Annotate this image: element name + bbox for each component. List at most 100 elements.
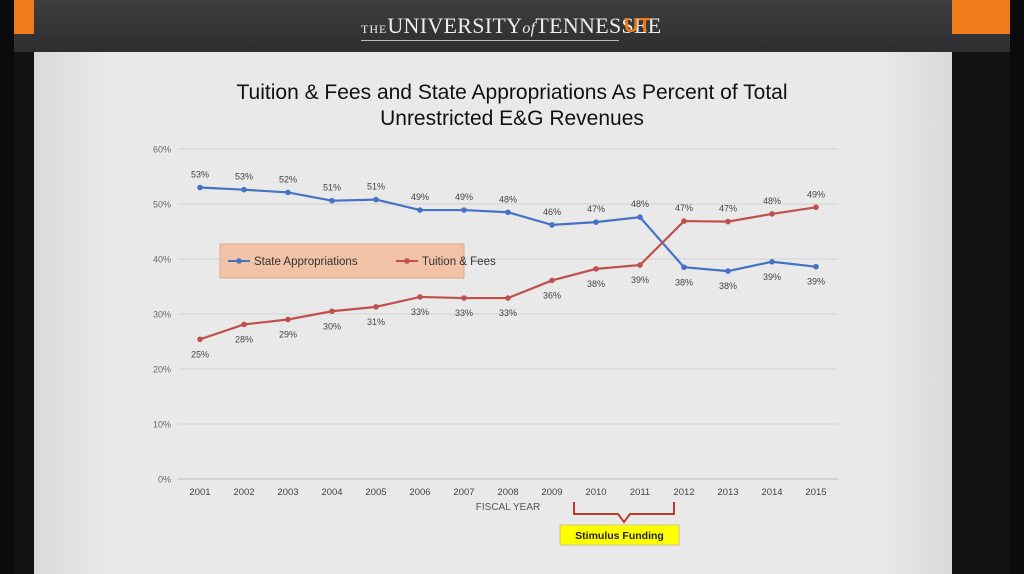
data-point <box>637 214 643 220</box>
data-point <box>549 222 555 228</box>
data-point <box>329 308 335 315</box>
data-point <box>505 209 511 216</box>
data-label: 39% <box>631 275 649 285</box>
x-tick-label: 2013 <box>717 487 738 498</box>
x-tick-label: 2002 <box>233 487 254 498</box>
legend-entry: Tuition & Fees <box>422 256 496 268</box>
data-point <box>285 316 291 323</box>
data-point <box>461 207 467 213</box>
x-tick-label: 2003 <box>277 487 298 498</box>
data-point <box>681 264 687 271</box>
data-label: 49% <box>411 192 429 202</box>
data-label: 33% <box>499 308 517 318</box>
data-point <box>285 189 291 196</box>
chart-title: Tuition & Fees and State Appropriations … <box>0 80 1024 132</box>
left-screen-edge <box>0 0 14 574</box>
orange-accent-left <box>14 0 34 34</box>
data-label: 25% <box>191 349 209 359</box>
data-label: 38% <box>675 277 693 287</box>
data-label: 48% <box>499 194 517 204</box>
data-label: 31% <box>367 317 385 327</box>
data-label: 51% <box>323 183 341 193</box>
data-label: 33% <box>455 308 473 318</box>
data-label: 53% <box>191 170 209 180</box>
data-label: 53% <box>235 172 253 182</box>
data-label: 47% <box>587 204 605 214</box>
x-tick-label: 2006 <box>409 487 430 498</box>
x-tick-label: 2009 <box>541 487 562 498</box>
data-label: 36% <box>543 290 561 300</box>
y-tick-label: 0% <box>158 475 171 485</box>
data-point <box>593 219 599 225</box>
data-label: 33% <box>411 307 429 317</box>
x-tick-label: 2008 <box>497 487 518 498</box>
data-point <box>505 295 511 301</box>
data-point <box>769 211 775 217</box>
data-point <box>197 184 203 191</box>
stimulus-label: Stimulus Funding <box>575 530 664 542</box>
data-label: 39% <box>807 277 825 287</box>
legend-swatch-marker <box>236 258 242 264</box>
x-tick-label: 2004 <box>321 487 342 498</box>
data-point <box>681 218 687 224</box>
data-label: 48% <box>631 199 649 209</box>
university-wordmark: THEUNIVERSITYofTENNESSEE <box>361 13 662 38</box>
orange-accent-right <box>952 0 1010 34</box>
y-tick-label: 60% <box>153 145 171 155</box>
data-point <box>549 277 555 284</box>
data-label: 38% <box>587 279 605 289</box>
x-tick-label: 2001 <box>189 487 210 498</box>
chart-title-line-2: Unrestricted E&G Revenues <box>380 107 644 130</box>
x-tick-label: 2005 <box>365 487 386 498</box>
data-label: 52% <box>279 174 297 184</box>
data-point <box>725 268 731 274</box>
data-label: 49% <box>807 189 825 199</box>
data-label: 49% <box>455 192 473 202</box>
y-tick-label: 20% <box>153 365 171 375</box>
data-label: 47% <box>675 203 693 213</box>
data-label: 28% <box>235 334 253 344</box>
stimulus-bracket <box>573 502 675 524</box>
data-point <box>197 336 203 343</box>
y-tick-label: 30% <box>153 310 171 320</box>
data-point <box>241 321 247 328</box>
y-tick-label: 10% <box>153 420 171 430</box>
right-screen-edge <box>1010 0 1024 574</box>
x-tick-label: 2015 <box>805 487 826 498</box>
data-label: 46% <box>543 207 561 217</box>
wordmark-underline <box>361 40 619 41</box>
stimulus-label-box <box>559 524 680 546</box>
y-tick-label: 40% <box>153 255 171 265</box>
chart-title-line-1: Tuition & Fees and State Appropriations … <box>236 81 788 104</box>
data-label: 48% <box>763 196 781 206</box>
data-label: 29% <box>279 330 297 340</box>
data-point <box>417 207 423 213</box>
data-point <box>373 304 379 310</box>
data-point <box>637 262 643 268</box>
data-point <box>813 263 819 270</box>
x-tick-label: 2012 <box>673 487 694 498</box>
data-point <box>329 197 335 204</box>
y-tick-label: 50% <box>153 200 171 210</box>
slide-header-bar <box>14 0 1010 52</box>
data-point <box>417 294 423 300</box>
data-label: 38% <box>719 281 737 291</box>
x-tick-label: 2014 <box>761 487 782 498</box>
data-label: 51% <box>367 182 385 192</box>
data-point <box>813 204 819 211</box>
data-point <box>373 196 379 203</box>
data-label: 47% <box>719 204 737 214</box>
x-tick-label: 2007 <box>453 487 474 498</box>
legend-box <box>219 243 465 279</box>
data-point <box>769 258 775 265</box>
legend-entry: State Appropriations <box>254 256 358 268</box>
data-label: 30% <box>323 321 341 331</box>
x-axis-label: FISCAL YEAR <box>476 502 540 513</box>
ut-logo: UT <box>624 15 651 37</box>
x-tick-label: 2011 <box>630 487 650 498</box>
data-point <box>461 295 467 301</box>
data-point <box>241 186 247 193</box>
data-point <box>593 266 599 272</box>
data-label: 39% <box>763 272 781 282</box>
